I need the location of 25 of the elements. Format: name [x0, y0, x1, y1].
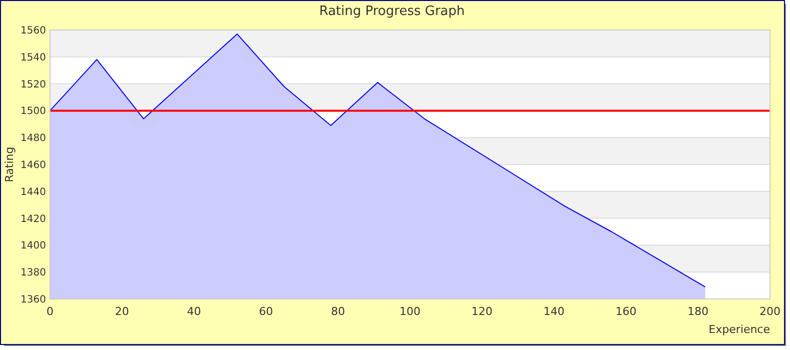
- x-tick-label: 180: [688, 305, 708, 318]
- y-tick-label: 1540: [20, 52, 46, 64]
- x-tick-label: 200: [760, 305, 780, 318]
- x-tick-label: 40: [187, 305, 201, 318]
- x-axis-title: Experience: [708, 323, 770, 336]
- x-tick-label: 100: [400, 305, 420, 318]
- chart-title: Rating Progress Graph: [319, 4, 465, 19]
- y-tick-label: 1500: [20, 106, 46, 118]
- x-tick-label: 140: [544, 305, 564, 318]
- y-tick-label: 1400: [20, 240, 46, 252]
- x-tick-label: 80: [331, 305, 345, 318]
- x-tick-label: 120: [472, 305, 492, 318]
- y-tick-label: 1480: [20, 133, 46, 144]
- y-tick-label: 1560: [20, 26, 46, 36]
- y-axis-title: Rating: [3, 146, 16, 182]
- x-tick-label: 60: [259, 305, 273, 318]
- y-tick-label: 1380: [20, 268, 46, 279]
- y-tick-label: 1440: [20, 186, 46, 198]
- y-tick-label: 1460: [20, 160, 46, 171]
- y-tick-label: 1520: [20, 79, 46, 90]
- y-tick-label: 1420: [20, 214, 46, 225]
- x-tick-label: 160: [616, 305, 636, 318]
- y-tick-label: 1360: [20, 294, 46, 306]
- x-tick-label: 20: [115, 305, 129, 318]
- x-tick-label: 0: [46, 305, 54, 318]
